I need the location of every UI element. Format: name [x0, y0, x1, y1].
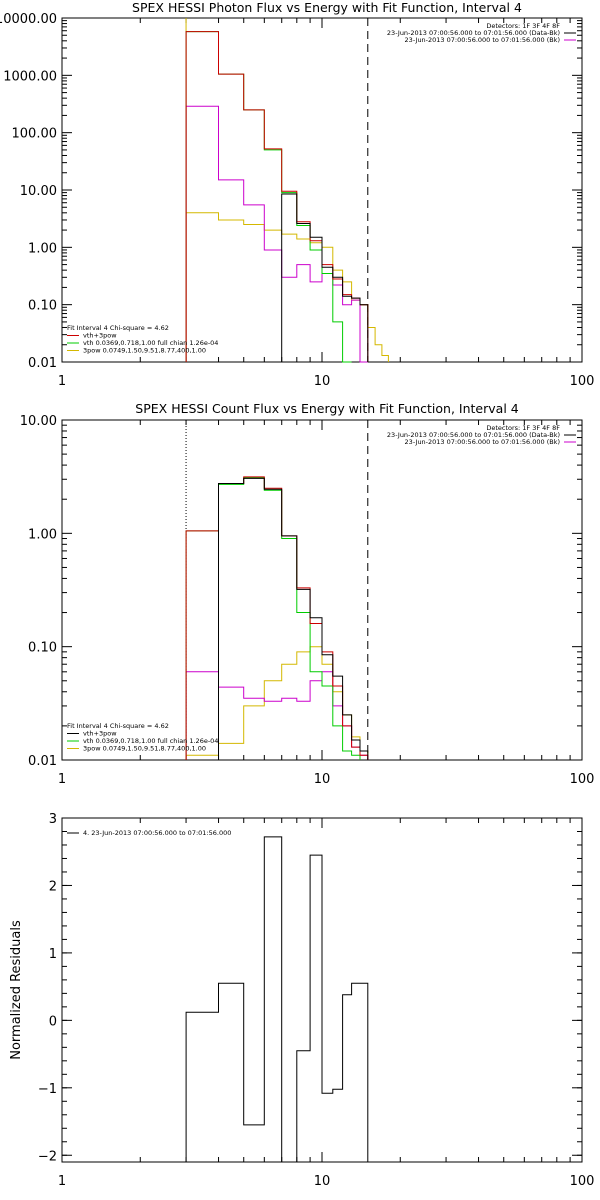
y-tick-label: 2 — [49, 879, 57, 894]
legend-left-text: 3pow 0.0749,1.50,9.51,8.77,400,1.00 — [83, 745, 206, 753]
y-tick-label: −2 — [38, 1149, 57, 1164]
series-1-histogram — [185, 212, 389, 362]
legend-right-text: 23-Jun-2013 07:00:56.000 to 07:01:56.000… — [405, 438, 560, 446]
legend-left-text: vth 0.0369,0.718,1.00 full chian 1.26e-0… — [83, 737, 218, 745]
x-tick-label: 100 — [570, 374, 595, 389]
y-axis-label: Normalized Residuals — [9, 920, 24, 1060]
x-tick-label: 10 — [314, 374, 331, 389]
series-1-histogram — [185, 836, 369, 1163]
plot-frame — [61, 17, 583, 363]
y-tick-label: 10000.00 — [0, 12, 57, 27]
x-tick-label: 1 — [58, 1174, 66, 1189]
y-tick-label: 10.00 — [20, 414, 57, 429]
chart-title: SPEX HESSI Photon Flux vs Energy with Fi… — [132, 0, 522, 15]
x-tick-label: 10 — [314, 1174, 331, 1189]
series-2-histogram — [185, 105, 368, 363]
legend-right-text: Detectors: 1F 3F 4F 8F — [486, 424, 560, 432]
legend-left-text: vth 0.0369,0.718,1.00 full chian 1.26e-0… — [83, 339, 218, 347]
y-tick-label: 3 — [49, 812, 57, 827]
x-tick-label: 100 — [570, 772, 595, 787]
legend-right-text: Detectors: 1F 3F 4F 8F — [486, 22, 560, 30]
legend-left-text: Fit Interval 4 Chi-square = 4.62 — [67, 722, 169, 730]
y-tick-label: 0.01 — [28, 754, 57, 769]
series-4-histogram — [185, 31, 369, 362]
series-2-histogram — [185, 671, 369, 760]
legend-left-text: 4. 23-Jun-2013 07:00:56.000 to 07:01:56.… — [83, 829, 231, 837]
y-tick-label: 100.00 — [12, 127, 58, 142]
y-tick-label: 0.10 — [28, 641, 57, 656]
series-3-histogram — [185, 31, 352, 363]
chart-panel-2: SPEX HESSI Count Flux vs Energy with Fit… — [20, 401, 595, 787]
y-tick-label: 0 — [49, 1014, 57, 1029]
x-tick-label: 100 — [570, 1174, 595, 1189]
series-3-histogram — [185, 477, 361, 760]
y-tick-label: 0.01 — [28, 356, 57, 371]
x-tick-label: 1 — [58, 772, 66, 787]
legend-left-text: Fit Interval 4 Chi-square = 4.62 — [67, 324, 169, 332]
legend-left-text: 3pow 0.0749,1.50,9.51,8.77,400,1.00 — [83, 347, 206, 355]
x-tick-label: 1 — [58, 374, 66, 389]
y-tick-label: 1.00 — [28, 527, 57, 542]
y-tick-label: 1000.00 — [3, 69, 57, 84]
chart-title: SPEX HESSI Count Flux vs Energy with Fit… — [135, 401, 518, 416]
chart-panel-3: 1 10 100 −2 −1 0 1 2 3 Normalized Residuals 4. 23-… — [9, 812, 594, 1189]
series-5-histogram — [218, 477, 369, 760]
y-tick-label: 10.00 — [20, 184, 57, 199]
y-tick-label: 1.00 — [28, 241, 57, 256]
legend-left-text: vth+3pow — [83, 730, 117, 738]
y-tick-label: 1 — [49, 947, 57, 962]
x-tick-label: 10 — [314, 772, 331, 787]
series-4-histogram — [185, 476, 369, 760]
y-tick-label: −1 — [38, 1082, 57, 1097]
legend-right-text: 23-Jun-2013 07:00:56.000 to 07:01:56.000… — [387, 431, 560, 439]
legend-right-text: 23-Jun-2013 07:00:56.000 to 07:01:56.000… — [405, 36, 560, 44]
y-tick-label: 0.10 — [28, 299, 57, 314]
plot-frame — [61, 419, 583, 761]
series-5-histogram — [281, 193, 369, 362]
legend-right-text: 23-Jun-2013 07:00:56.000 to 07:01:56.000… — [387, 29, 560, 37]
chart-panel-1: SPEX HESSI Photon Flux vs Energy with Fi… — [0, 0, 594, 389]
legend-left-text: vth+3pow — [83, 332, 117, 340]
